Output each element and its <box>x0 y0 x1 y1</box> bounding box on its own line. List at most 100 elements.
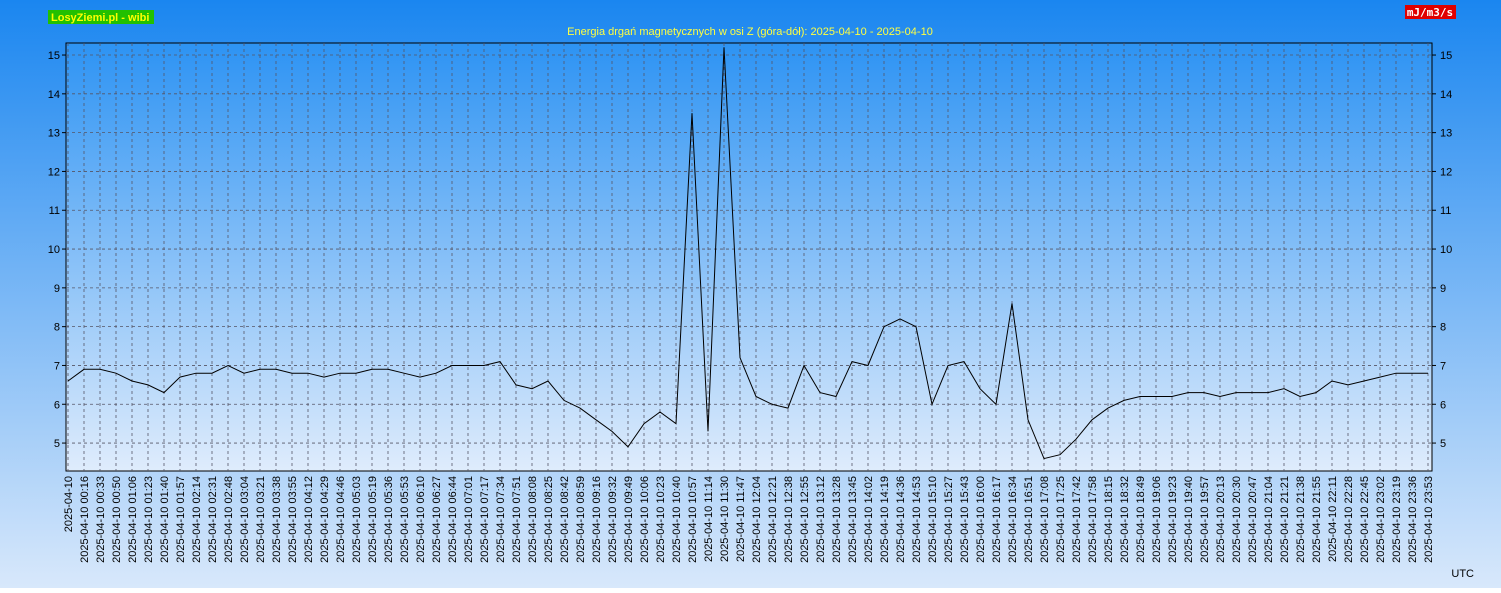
y-tick-label: 11 <box>49 205 60 217</box>
x-tick-label: 2025-04-10 22:45 <box>1359 476 1371 563</box>
y-tick-label: 10 <box>48 244 60 256</box>
x-tick-label: 2025-04-10 13:45 <box>847 476 859 563</box>
x-tick-label: 2025-04-10 03:21 <box>255 476 267 563</box>
x-tick-label: 2025-04-10 12:21 <box>767 476 779 563</box>
x-tick-label: 2025-04-10 08:08 <box>527 476 539 563</box>
x-tick-label: 2025-04-10 01:57 <box>175 476 187 563</box>
x-tick-label: 2025-04-10 01:23 <box>143 476 155 563</box>
x-tick-label: 2025-04-10 12:38 <box>783 476 795 563</box>
x-tick-label: 2025-04-10 11:47 <box>735 476 747 562</box>
data-line <box>67 47 1428 460</box>
x-tick-label: 2025-04-10 15:43 <box>959 476 971 563</box>
badge: LosyZiemi.pl - wibi <box>51 12 149 24</box>
x-tick-label: 2025-04-10 21:38 <box>1295 476 1307 563</box>
y2-tick-label: 15 <box>1440 50 1452 62</box>
x-tick-label: 2025-04-10 03:04 <box>239 476 251 563</box>
y2-tick-label: 6 <box>1440 399 1446 411</box>
y-tick-label: 15 <box>48 50 60 62</box>
x-tick-label: 2025-04-10 16:17 <box>991 476 1003 563</box>
plot-area <box>65 42 1433 472</box>
x-tick-label: 2025-04-10 04:46 <box>335 476 347 563</box>
x-tick-label: 2025-04-10 10:57 <box>687 476 699 563</box>
x-tick-label: 2025-04-10 17:25 <box>1055 476 1067 563</box>
x-tick-label: 2025-04-10 23:36 <box>1407 476 1419 563</box>
y-tick-label: 5 <box>54 438 60 450</box>
x-tick-label: 2025-04-10 10:06 <box>639 476 651 563</box>
y2-tick-label: 12 <box>1440 166 1452 178</box>
x-tick-label: 2025-04-10 05:53 <box>399 476 411 563</box>
x-tick-label: 2025-04-10 21:21 <box>1279 476 1291 563</box>
y2-tick-label: 14 <box>1440 89 1452 101</box>
y2-tick-label: 7 <box>1440 360 1446 372</box>
x-tick-label: 2025-04-10 11:14 <box>703 476 715 562</box>
x-tick-label: 2025-04-10 05:19 <box>367 476 379 563</box>
x-tick-label: 2025-04-10 10:23 <box>655 476 667 563</box>
chart-title: Energia drgań magnetycznych w osi Z (gór… <box>567 26 933 38</box>
x-tick-label: 2025-04-10 15:10 <box>927 476 939 563</box>
x-tick-label: 2025-04-10 08:25 <box>543 476 555 563</box>
x-tick-label: 2025-04-10 15:27 <box>943 476 955 563</box>
x-tick-label: 2025-04-10 23:02 <box>1375 476 1387 563</box>
x-tick-label: 2025-04-10 16:34 <box>1007 476 1019 563</box>
x-tick-label: 2025-04-10 20:47 <box>1247 476 1259 563</box>
x-tick-label: 2025-04-10 00:16 <box>79 476 91 563</box>
y-tick-label: 13 <box>48 128 60 140</box>
x-tick-label: 2025-04-10 13:12 <box>815 476 827 563</box>
x-tick-label: 2025-04-10 09:32 <box>607 476 619 563</box>
x-tick-label: 2025-04-10 07:01 <box>463 476 475 563</box>
x-tick-label: 2025-04-10 03:55 <box>287 476 299 563</box>
y-tick-label: 6 <box>54 399 60 411</box>
x-tick-label: 2025-04-10 16:00 <box>975 476 987 563</box>
x-tick-label: 2025-04-10 08:42 <box>559 476 571 563</box>
x-tick-label: 2025-04-10 17:08 <box>1039 476 1051 563</box>
y-tick-label: 12 <box>48 166 60 178</box>
y-tick-label: 14 <box>48 89 60 101</box>
x-tick-label: 2025-04-10 08:59 <box>575 476 587 563</box>
y2-tick-label: 5 <box>1440 438 1446 450</box>
x-tick-label: 2025-04-10 04:12 <box>303 476 315 563</box>
x-tick-label: 2025-04-10 21:55 <box>1311 476 1323 563</box>
x-tick-label: 2025-04-10 23:19 <box>1391 476 1403 563</box>
y-tick-label: 7 <box>54 360 60 372</box>
x-tick-label: 2025-04-10 00:50 <box>111 476 123 563</box>
x-tick-label: 2025-04-10 12:55 <box>799 476 811 563</box>
y2-tick-label: 13 <box>1440 128 1452 140</box>
x-tick-label: 2025-04-10 10:40 <box>671 476 683 563</box>
timezone-label: UTC <box>1451 568 1474 580</box>
badge-box <box>48 10 154 24</box>
x-tick-label: 2025-04-10 09:16 <box>591 476 603 563</box>
x-tick-label: 2025-04-10 07:51 <box>511 476 523 563</box>
x-tick-label: 2025-04-10 22:11 <box>1327 476 1339 562</box>
x-tick-label: 2025-04-10 11:30 <box>719 476 731 562</box>
x-tick-label: 2025-04-10 03:38 <box>271 476 283 563</box>
x-tick-label: 2025-04-10 14:53 <box>911 476 923 563</box>
x-tick-label: 2025-04-10 07:17 <box>479 476 491 563</box>
x-tick-label: 2025-04-10 16:51 <box>1023 476 1035 563</box>
x-tick-label: 2025-04-10 19:57 <box>1199 476 1211 563</box>
x-tick-label: 2025-04-10 18:49 <box>1135 476 1147 563</box>
x-tick-label: 2025-04-10 02:14 <box>191 476 203 563</box>
x-tick-label: 2025-04-10 23:53 <box>1423 476 1435 563</box>
x-tick-label: 2025-04-10 13:28 <box>831 476 843 563</box>
x-tick-label: 2025-04-10 02:48 <box>223 476 235 563</box>
x-tick-label: 2025-04-10 06:27 <box>431 476 443 563</box>
x-tick-label: 2025-04-10 07:34 <box>495 476 507 563</box>
unit-box <box>1405 5 1456 19</box>
x-tick-label: 2025-04-10 18:15 <box>1103 476 1115 563</box>
x-tick-label: 2025-04-10 06:44 <box>447 476 459 563</box>
x-tick-label: 2025-04-10 01:40 <box>159 476 171 563</box>
y-tick-label: 8 <box>54 322 60 334</box>
x-tick-label: 2025-04-10 14:02 <box>863 476 875 563</box>
x-tick-label: 2025-04-10 <box>63 476 75 532</box>
y2-tick-label: 11 <box>1440 205 1451 217</box>
x-tick-label: 2025-04-10 19:23 <box>1167 476 1179 563</box>
x-tick-label: 2025-04-10 22:28 <box>1343 476 1355 563</box>
y2-tick-label: 8 <box>1440 322 1446 334</box>
x-tick-label: 2025-04-10 04:29 <box>319 476 331 563</box>
x-tick-label: 2025-04-10 20:30 <box>1231 476 1243 563</box>
x-tick-label: 2025-04-10 12:04 <box>751 476 763 563</box>
x-tick-label: 2025-04-10 21:04 <box>1263 476 1275 563</box>
y-tick-label: 9 <box>54 283 60 295</box>
